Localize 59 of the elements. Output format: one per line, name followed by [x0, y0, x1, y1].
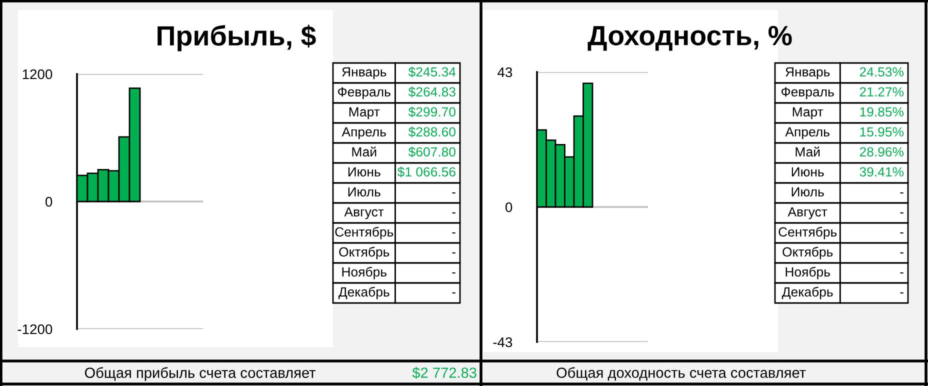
text: Февраль	[782, 87, 834, 100]
text: $299.70	[408, 106, 456, 118]
text: Декабрь	[782, 286, 833, 300]
y-tick-label: -1200	[18, 324, 52, 334]
chart-title: Прибыль, $	[158, 24, 316, 52]
text: $607.80	[408, 146, 456, 158]
text: -	[452, 212, 456, 214]
text: -	[900, 272, 904, 274]
text: Май	[796, 146, 820, 157]
text: -	[900, 252, 904, 254]
y-tick-label: -43	[493, 337, 512, 348]
text: $264.83	[408, 86, 456, 98]
text: -	[452, 292, 456, 294]
text: Январь	[786, 67, 830, 80]
text: Март	[792, 107, 824, 120]
text: Февраль	[338, 87, 390, 100]
text: Ноябрь	[342, 266, 386, 280]
chart-title: Доходность, %	[588, 26, 792, 51]
text: Июль	[792, 187, 824, 197]
text: -	[452, 192, 456, 194]
text: 21.27%	[860, 87, 904, 96]
text: Июль	[348, 187, 380, 197]
text: Октябрь	[782, 246, 833, 260]
text: Сентябрь	[778, 226, 837, 240]
text: Декабрь	[338, 286, 390, 300]
text: 24.53%	[860, 67, 904, 77]
text: -	[452, 252, 456, 254]
text: Июнь	[792, 167, 824, 177]
y-tick-label: 1200	[22, 69, 52, 80]
text: -	[900, 292, 904, 294]
text: Январь	[342, 67, 386, 80]
text: Август	[344, 207, 384, 220]
text: Август	[788, 207, 828, 220]
text: -	[900, 212, 904, 214]
y-tick-label: 0	[46, 196, 52, 207]
text: Общая доходность счета составляет	[556, 367, 806, 381]
text: Ноябрь	[786, 266, 830, 280]
y-tick-label: 43	[498, 67, 512, 78]
text: 19.85%	[860, 107, 904, 117]
text: Июнь	[348, 167, 380, 177]
text: Апрель	[342, 127, 386, 140]
text: $2 772.83	[412, 366, 476, 379]
text: -	[452, 272, 456, 274]
text: 28.96%	[860, 147, 904, 157]
text: $1 066.56	[397, 166, 456, 178]
text: Октябрь	[339, 246, 390, 260]
text: -	[900, 232, 904, 234]
text: Март	[349, 107, 380, 120]
text: -	[452, 232, 456, 234]
text: Сентябрь	[335, 226, 394, 240]
text: 15.95%	[860, 127, 904, 137]
text: $245.34	[408, 66, 456, 78]
text: $288.60	[408, 126, 456, 138]
text: -	[900, 192, 904, 194]
text: Май	[352, 146, 376, 157]
text: Апрель	[785, 127, 830, 140]
y-tick-label: 0	[506, 202, 512, 212]
text: 39.41%	[860, 167, 904, 177]
text: Общая прибыль счета составляет	[84, 367, 316, 381]
